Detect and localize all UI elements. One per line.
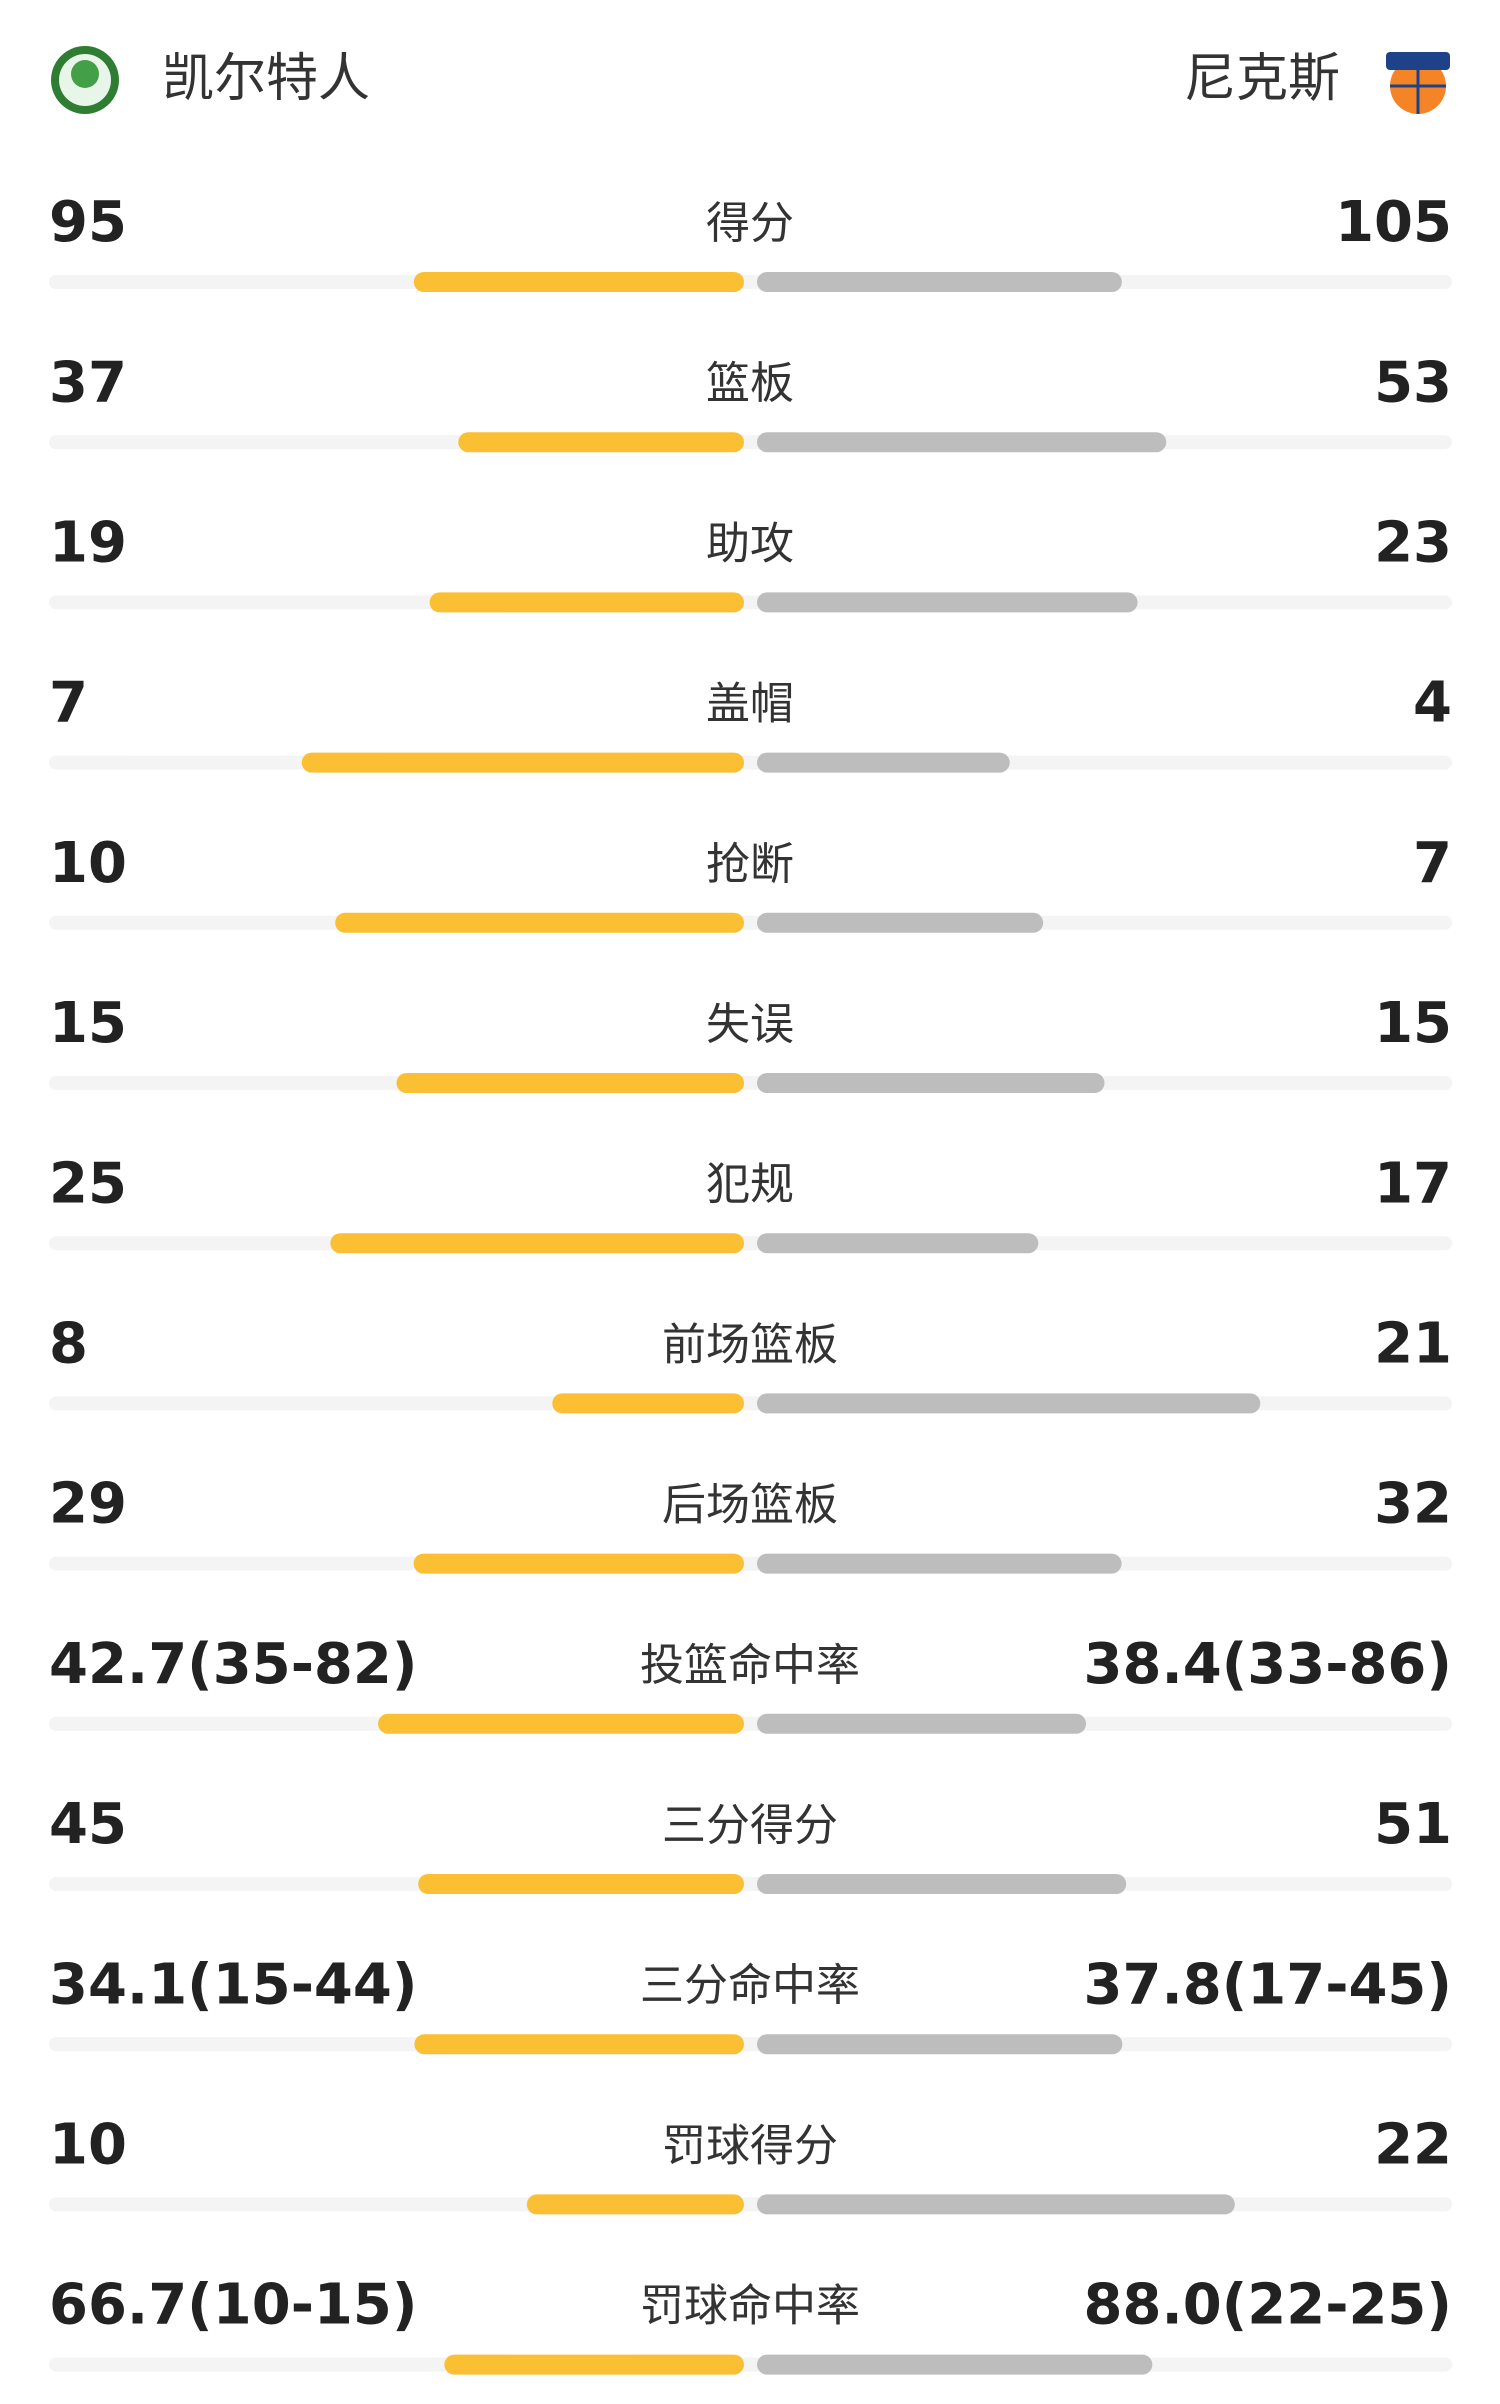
home-bar	[378, 1713, 744, 1734]
home-bar	[335, 912, 744, 933]
stat-label: 后场篮板	[662, 1480, 838, 1531]
away-value: 4	[1413, 671, 1452, 736]
stat-label: 前场篮板	[662, 1319, 838, 1370]
away-logo	[1386, 52, 1450, 114]
away-team-name: 尼克斯	[1184, 49, 1340, 109]
home-bar	[396, 1073, 744, 1093]
bar-track	[49, 1716, 1452, 1731]
bar-track	[49, 1556, 1452, 1571]
bar-track	[49, 915, 1452, 930]
bar-track	[49, 275, 1452, 289]
stat-label: 盖帽	[706, 679, 794, 730]
home-bar	[414, 2034, 744, 2055]
bar-track	[49, 755, 1452, 770]
away-value: 21	[1374, 1312, 1452, 1377]
away-value: 88.0(22-25)	[1084, 2273, 1452, 2338]
stat-label: 三分命中率	[640, 1960, 860, 2011]
stat-label: 罚球得分	[662, 2120, 838, 2171]
bar-track	[49, 1236, 1452, 1251]
bar-track	[49, 2357, 1452, 2372]
home-bar	[330, 1233, 744, 1254]
home-bar	[413, 1553, 744, 1574]
home-bar	[429, 592, 744, 613]
away-value: 23	[1374, 511, 1452, 576]
home-value: 34.1(15-44)	[49, 1952, 417, 2017]
home-value: 66.7(10-15)	[49, 2273, 417, 2338]
bar-track	[49, 1076, 1452, 1090]
stat-label: 失误	[706, 999, 794, 1050]
away-bar	[757, 272, 1122, 292]
away-bar	[757, 752, 1010, 773]
away-bar	[757, 592, 1138, 613]
bar-track	[49, 2037, 1452, 2052]
home-value: 10	[49, 831, 127, 896]
home-value: 42.7(35-82)	[49, 1632, 417, 1697]
away-value: 15	[1374, 991, 1452, 1056]
home-value: 95	[49, 190, 127, 255]
stat-label: 罚球命中率	[640, 2281, 860, 2332]
bar-track	[49, 1877, 1452, 1891]
stat-label: 得分	[706, 198, 794, 249]
home-value: 37	[49, 350, 127, 415]
away-bar	[757, 2034, 1123, 2055]
home-value: 25	[49, 1151, 127, 1216]
stat-label: 抢断	[706, 839, 794, 890]
stat-label: 三分得分	[662, 1800, 838, 1851]
home-bar	[413, 272, 744, 292]
stat-label: 投篮命中率	[640, 1640, 860, 1691]
home-value: 8	[49, 1312, 88, 1377]
bar-track	[49, 435, 1452, 450]
away-bar	[757, 1073, 1105, 1093]
away-value: 37.8(17-45)	[1084, 1952, 1452, 2017]
away-value: 7	[1413, 831, 1452, 896]
home-value: 15	[49, 991, 127, 1056]
bar-track	[49, 595, 1452, 610]
away-value: 51	[1374, 1792, 1452, 1857]
home-logo	[51, 46, 119, 114]
stat-label: 篮板	[706, 358, 794, 409]
home-bar	[458, 432, 744, 453]
away-value: 17	[1374, 1151, 1452, 1216]
away-value: 105	[1335, 190, 1452, 255]
away-bar	[757, 1233, 1039, 1254]
home-bar	[552, 1393, 744, 1414]
home-bar	[301, 752, 744, 773]
away-value: 22	[1374, 2113, 1452, 2178]
away-value: 53	[1374, 350, 1452, 415]
away-bar	[757, 1874, 1127, 1894]
home-bar	[444, 2354, 744, 2375]
home-value: 19	[49, 511, 127, 576]
home-value: 10	[49, 2113, 127, 2178]
home-bar	[418, 1874, 744, 1894]
home-team-name: 凯尔特人	[162, 49, 370, 109]
away-bar	[757, 1713, 1087, 1734]
away-value: 32	[1374, 1472, 1452, 1537]
home-value: 45	[49, 1792, 127, 1857]
away-bar	[757, 1553, 1122, 1574]
away-bar	[757, 2354, 1153, 2375]
home-value: 7	[49, 671, 88, 736]
stat-label: 助攻	[706, 518, 794, 569]
home-bar	[526, 2194, 744, 2215]
away-bar	[757, 432, 1167, 453]
away-bar	[757, 1393, 1261, 1414]
home-value: 29	[49, 1472, 127, 1537]
stat-label: 犯规	[706, 1159, 794, 1210]
bar-track	[49, 2197, 1452, 2212]
away-bar	[757, 2194, 1235, 2215]
away-value: 38.4(33-86)	[1084, 1632, 1452, 1697]
away-bar	[757, 912, 1044, 933]
